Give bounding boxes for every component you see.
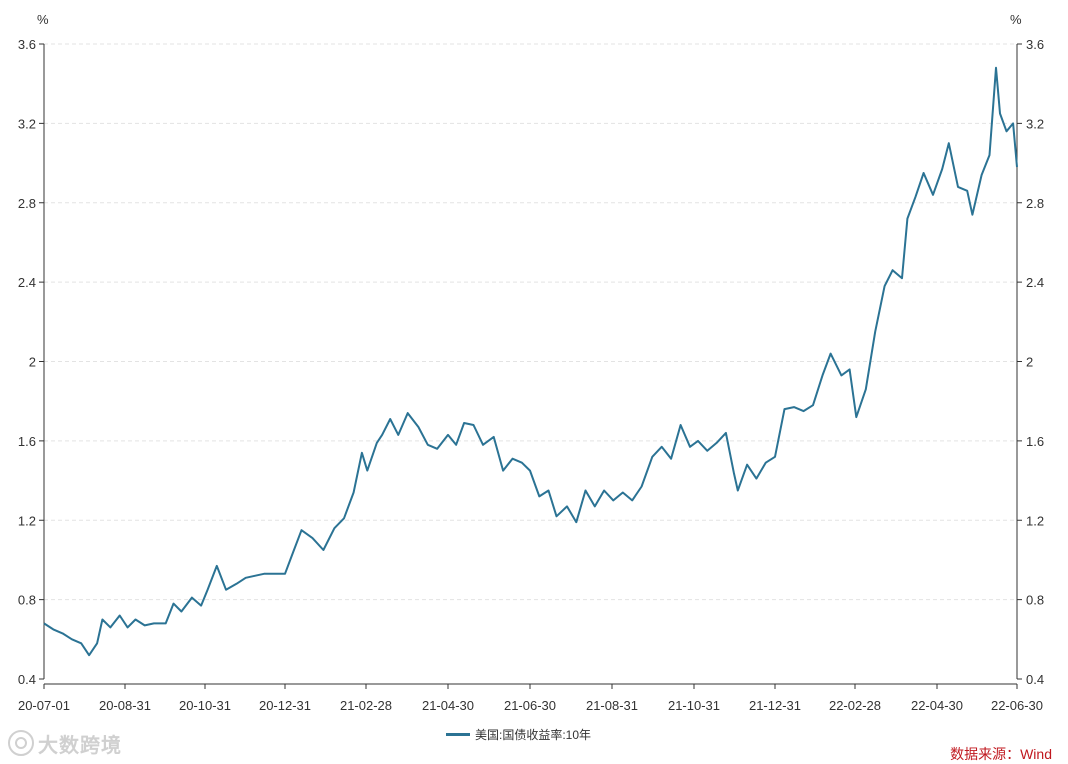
source-label: 数据来源：Wind <box>950 746 1052 762</box>
legend-swatch <box>446 732 470 736</box>
grid-lines <box>44 43 1017 601</box>
y-tick-label-left: 2.8 <box>18 196 36 211</box>
y-tick-label-right: 3.2 <box>1026 116 1044 131</box>
x-tick-label: 21-04-30 <box>422 698 474 713</box>
y-tick-label-right: 1.2 <box>1026 513 1044 528</box>
watermark-text: 大数跨境 <box>38 734 122 757</box>
y-tick-label-left: 0.8 <box>18 593 36 608</box>
axes: 0.4 0.4 0.8 0.8 1.2 1.2 1.6 1.6 2 2 2.4 2.4 2.8 2.8 3.… <box>18 37 1044 713</box>
series-line <box>43 66 1018 657</box>
legend-label: 美国:国债收益率:10年 <box>475 727 592 742</box>
x-tick-label: 22-06-30 <box>991 698 1043 713</box>
x-tick-label: 22-04-30 <box>911 698 963 713</box>
y-tick-label-right: 1.6 <box>1026 434 1044 449</box>
legend: 美国:国债收益率:10年 <box>446 725 591 743</box>
x-tick-label: 21-08-31 <box>586 698 638 713</box>
x-tick-label: 20-07-01 <box>18 698 70 713</box>
x-tick-label: 20-08-31 <box>99 698 151 713</box>
y-tick-label-right: 2.8 <box>1026 196 1044 211</box>
y-tick-label-left: 2 <box>29 355 36 370</box>
y-tick-label-right: 0.4 <box>1026 672 1044 687</box>
x-tick-label: 20-10-31 <box>179 698 231 713</box>
y-tick-label-right: 3.6 <box>1026 37 1044 52</box>
series-layer <box>43 66 1018 657</box>
y-tick-label-right: 0.8 <box>1026 593 1044 608</box>
y-tick-label-right: 2.4 <box>1026 275 1044 290</box>
x-tick-label: 22-02-28 <box>829 698 881 713</box>
x-tick-label: 21-10-31 <box>668 698 720 713</box>
y-tick-label-right: 2 <box>1026 355 1033 370</box>
y-tick-label-left: 3.6 <box>18 37 36 52</box>
y-unit-left: % <box>37 12 49 27</box>
y-tick-label-left: 0.4 <box>18 672 36 687</box>
y-tick-label-left: 3.2 <box>18 116 36 131</box>
x-tick-label: 20-12-31 <box>259 698 311 713</box>
watermark-icon <box>8 730 34 756</box>
x-tick-label: 21-06-30 <box>504 698 556 713</box>
x-tick-label: 21-02-28 <box>340 698 392 713</box>
y-tick-label-left: 1.2 <box>18 513 36 528</box>
watermark-logo: 大数跨境 <box>8 730 122 757</box>
y-tick-label-left: 2.4 <box>18 275 36 290</box>
y-unit-right: % <box>1010 12 1022 27</box>
y-tick-label-left: 1.6 <box>18 434 36 449</box>
x-tick-label: 21-12-31 <box>749 698 801 713</box>
